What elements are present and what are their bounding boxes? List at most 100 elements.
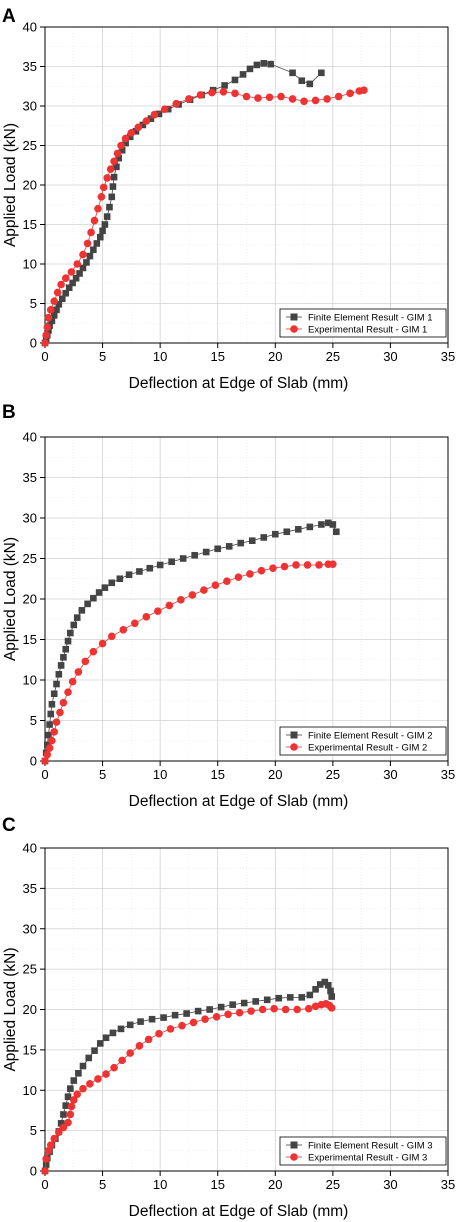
data-point-circle xyxy=(103,174,111,182)
data-point-circle xyxy=(208,88,216,97)
data-point-circle xyxy=(59,698,68,707)
data-point-circle xyxy=(254,94,262,102)
x-tick-label: 25 xyxy=(326,767,340,782)
x-tick-label: 15 xyxy=(210,349,224,364)
x-tick-label: 10 xyxy=(153,1177,167,1192)
data-point-circle xyxy=(247,1007,255,1015)
data-point-circle xyxy=(74,668,83,676)
data-point-square xyxy=(57,1120,65,1127)
data-point-square xyxy=(248,537,256,544)
y-tick-label: 30 xyxy=(23,511,37,526)
y-tick-label: 5 xyxy=(30,1123,37,1138)
data-point-square xyxy=(306,991,314,999)
data-point-square xyxy=(85,1054,93,1062)
data-point-circle xyxy=(323,95,331,103)
data-point-circle xyxy=(87,228,95,237)
data-point-square xyxy=(312,986,319,993)
data-point-circle xyxy=(131,619,139,628)
data-point-circle xyxy=(315,561,323,569)
data-point-square xyxy=(83,259,90,266)
data-point-square xyxy=(148,1015,156,1023)
data-point-square xyxy=(91,1047,98,1054)
data-point-circle xyxy=(223,577,231,585)
data-point-square xyxy=(116,575,124,583)
data-point-circle xyxy=(280,562,289,571)
data-point-square xyxy=(298,77,306,85)
data-point-circle xyxy=(242,92,251,101)
data-point-square xyxy=(267,60,274,68)
x-axis-title: Deflection at Edge of Slab (mm) xyxy=(129,1203,349,1220)
y-tick-label: 10 xyxy=(23,1083,37,1098)
data-point-square xyxy=(231,76,239,84)
data-point-circle xyxy=(73,260,82,268)
data-point-circle xyxy=(43,323,52,332)
data-point-circle xyxy=(166,1025,175,1033)
data-point-square xyxy=(95,589,103,596)
data-point-square xyxy=(194,1007,202,1015)
data-point-circle xyxy=(41,1167,49,1175)
data-point-square xyxy=(246,65,254,73)
x-tick-label: 0 xyxy=(41,349,48,364)
data-point-circle xyxy=(79,1084,87,1093)
data-point-square xyxy=(324,519,332,527)
legend-box xyxy=(279,308,447,338)
data-point-circle xyxy=(135,1042,144,1050)
data-point-square xyxy=(132,127,140,135)
y-tick-label: 15 xyxy=(23,217,37,232)
x-tick-label: 30 xyxy=(383,1177,397,1192)
y-axis-title: Applied Load (kN) xyxy=(2,537,19,661)
data-point-circle xyxy=(94,204,102,213)
legend-label: Finite Element Result - GIM 2 xyxy=(308,730,433,741)
data-point-circle xyxy=(177,596,185,604)
data-point-circle xyxy=(67,1102,76,1111)
legend-box xyxy=(279,1136,447,1166)
y-tick-label: 30 xyxy=(23,921,37,936)
data-point-circle xyxy=(304,1004,313,1013)
data-point-square xyxy=(179,555,187,562)
data-point-circle xyxy=(201,1015,209,1023)
data-point-circle xyxy=(150,110,159,119)
data-point-square xyxy=(137,1018,144,1025)
x-tick-label: 15 xyxy=(210,1177,224,1192)
y-tick-label: 15 xyxy=(23,1042,37,1057)
data-point-square xyxy=(217,1003,225,1011)
data-point-circle xyxy=(53,288,62,297)
legend-marker-square xyxy=(290,313,298,321)
x-tick-label: 35 xyxy=(441,767,455,782)
grid-lines xyxy=(45,437,448,761)
data-point-square xyxy=(46,721,53,728)
x-tick-label: 0 xyxy=(41,1177,48,1192)
data-point-circle xyxy=(178,1021,186,1030)
data-point-square xyxy=(73,614,81,621)
y-tick-label: 35 xyxy=(23,881,37,896)
x-tick-label: 25 xyxy=(326,349,340,364)
data-point-square xyxy=(171,1011,179,1019)
x-tick-label: 25 xyxy=(326,1177,340,1192)
data-point-circle xyxy=(42,331,50,339)
data-point-circle xyxy=(61,274,70,283)
data-point-circle xyxy=(44,313,53,322)
data-point-circle xyxy=(50,297,59,305)
data-point-square xyxy=(53,680,60,688)
data-point-square xyxy=(62,289,70,297)
data-point-square xyxy=(147,115,155,122)
data-point-circle xyxy=(185,95,193,103)
data-point-circle xyxy=(102,1070,110,1078)
data-point-circle xyxy=(196,91,205,99)
data-point-square xyxy=(263,996,271,1004)
data-point-square xyxy=(156,561,164,569)
legend-label: Experimental Result - GIM 3 xyxy=(308,1152,427,1163)
legend-marker-square xyxy=(290,731,298,739)
data-point-circle xyxy=(68,677,77,686)
data-point-circle xyxy=(46,1141,55,1149)
y-tick-label: 35 xyxy=(23,59,37,74)
data-point-square xyxy=(324,981,332,989)
data-point-square xyxy=(225,543,233,550)
data-point-square xyxy=(155,110,163,118)
data-point-square xyxy=(90,246,97,254)
data-point-square xyxy=(191,551,198,559)
data-point-circle xyxy=(270,1004,278,1013)
data-point-square xyxy=(108,579,116,587)
y-tick-label: 0 xyxy=(30,1164,37,1179)
x-tick-label: 5 xyxy=(99,767,106,782)
